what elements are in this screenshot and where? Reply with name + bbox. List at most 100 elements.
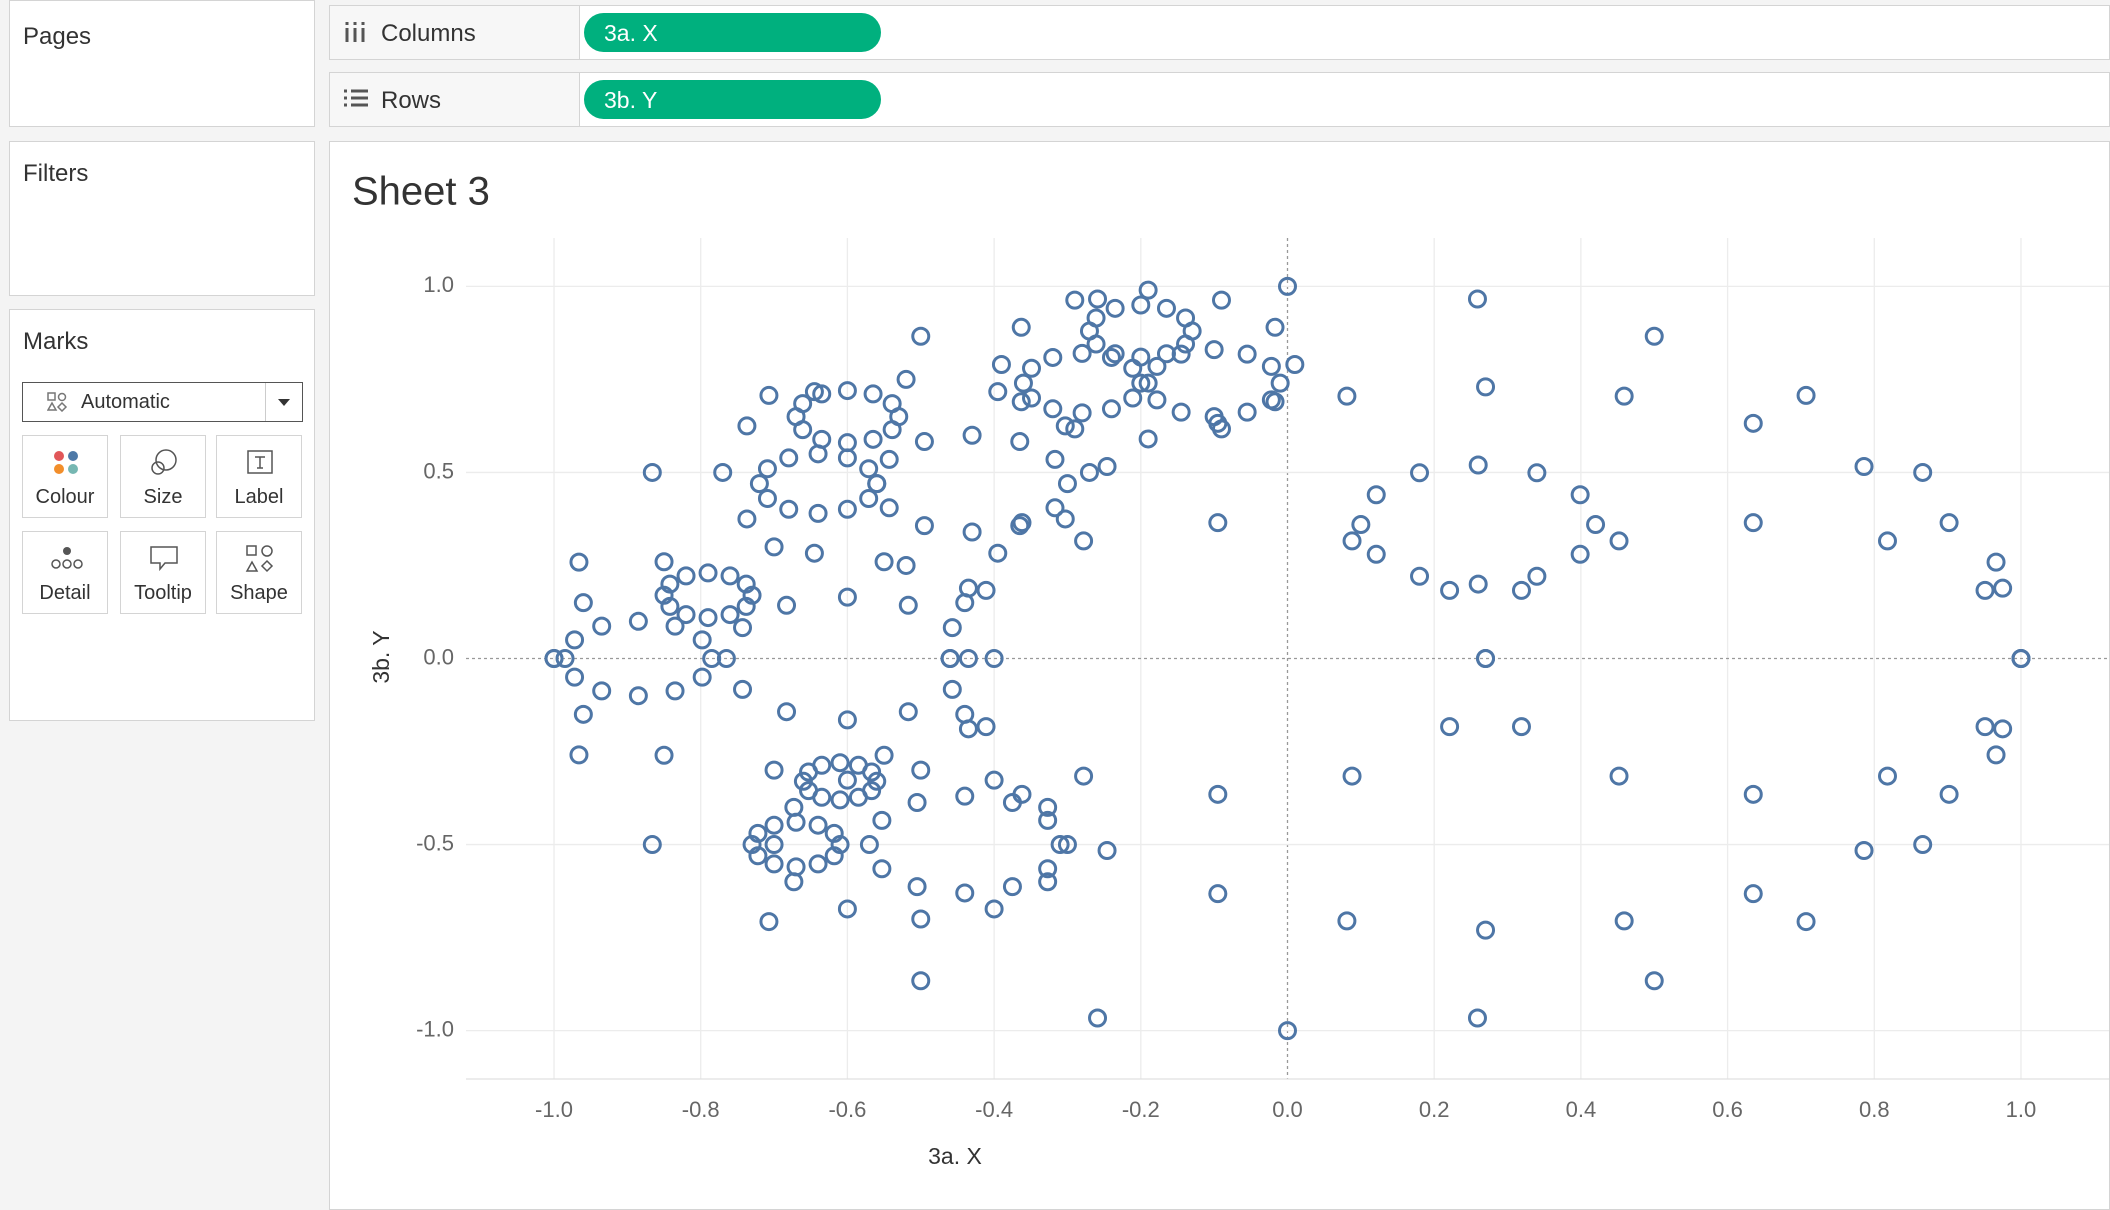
point <box>1644 326 1664 346</box>
point <box>757 459 777 479</box>
point <box>764 815 784 835</box>
point <box>1743 784 1763 804</box>
columns-label-area: Columns <box>330 6 580 59</box>
point <box>1055 416 1075 436</box>
point <box>1088 1008 1108 1028</box>
colour-button[interactable]: Colour <box>22 435 108 518</box>
point <box>642 462 662 482</box>
point <box>1045 449 1065 469</box>
point <box>808 503 828 523</box>
point <box>872 810 892 830</box>
point <box>1079 462 1099 482</box>
point <box>837 381 857 401</box>
point <box>1147 390 1167 410</box>
point <box>1527 463 1547 483</box>
point <box>1877 531 1897 551</box>
button-label: Detail <box>39 582 91 604</box>
point <box>692 630 712 650</box>
point <box>1176 308 1196 328</box>
tooltip-button[interactable]: Tooltip <box>120 531 206 614</box>
size-icon <box>151 449 177 475</box>
point <box>1913 835 1933 855</box>
point <box>793 420 813 440</box>
point <box>830 753 850 773</box>
label-button[interactable]: Label <box>216 435 302 518</box>
rows-pill[interactable]: 3b. Y <box>584 80 881 119</box>
point <box>1038 797 1058 817</box>
point <box>1105 344 1125 364</box>
detail-button[interactable]: Detail <box>22 531 108 614</box>
rows-icon <box>344 89 368 107</box>
point <box>867 771 887 791</box>
mark-type-label: Automatic <box>81 391 170 413</box>
point <box>1511 580 1531 600</box>
colour-icon <box>54 451 78 474</box>
point <box>736 596 756 616</box>
point <box>898 595 918 615</box>
point <box>1975 580 1995 600</box>
x-tick-label: 0.2 <box>1419 1097 1450 1122</box>
point <box>777 702 797 722</box>
rows-shelf: Rows 3b. Y <box>329 72 2110 127</box>
point <box>1074 531 1094 551</box>
point <box>654 552 674 572</box>
point <box>749 474 769 494</box>
point <box>1476 920 1496 940</box>
point <box>1002 793 1022 813</box>
point <box>665 616 685 636</box>
y-tick-label: -1.0 <box>416 1016 454 1041</box>
mark-type-dropdown[interactable]: Automatic <box>22 382 303 422</box>
marks-card: Marks Automatic Colour Size Label Detail… <box>9 309 315 721</box>
pages-title: Pages <box>23 23 92 50</box>
point <box>988 543 1008 563</box>
point <box>1939 513 1959 533</box>
point <box>1913 462 1933 482</box>
button-label: Label <box>234 486 284 508</box>
pages-card: Pages <box>9 0 315 127</box>
point <box>988 382 1008 402</box>
point <box>628 686 648 706</box>
point <box>1156 344 1176 364</box>
point <box>911 760 931 780</box>
point <box>1854 841 1874 861</box>
dropdown-toggle[interactable] <box>265 383 302 421</box>
point <box>777 595 797 615</box>
point <box>642 835 662 855</box>
point <box>824 846 844 866</box>
point <box>665 681 685 701</box>
point <box>914 516 934 536</box>
point <box>1527 566 1547 586</box>
point <box>1410 566 1430 586</box>
columns-pill[interactable]: 3a. X <box>584 13 881 52</box>
point <box>942 618 962 638</box>
point <box>1743 513 1763 533</box>
size-button[interactable]: Size <box>120 435 206 518</box>
point <box>1570 544 1590 564</box>
point <box>1511 717 1531 737</box>
shape-button[interactable]: Shape <box>216 531 302 614</box>
point <box>1010 516 1030 536</box>
point <box>1074 766 1094 786</box>
point <box>1131 373 1151 393</box>
point <box>1022 358 1042 378</box>
button-label: Size <box>143 486 183 508</box>
point <box>1270 373 1290 393</box>
point <box>759 912 779 932</box>
point <box>837 899 857 919</box>
x-tick-label: 0.4 <box>1566 1097 1597 1122</box>
point <box>720 605 740 625</box>
point <box>914 432 934 452</box>
point <box>757 488 777 508</box>
point <box>1045 498 1065 518</box>
point <box>748 846 768 866</box>
point <box>779 499 799 519</box>
point <box>1351 515 1371 535</box>
point <box>837 710 857 730</box>
point <box>1138 280 1158 300</box>
columns-shelf: Columns 3a. X <box>329 5 2110 60</box>
point <box>911 326 931 346</box>
point <box>784 797 804 817</box>
point <box>837 587 857 607</box>
point <box>848 755 868 775</box>
point <box>1468 574 1488 594</box>
